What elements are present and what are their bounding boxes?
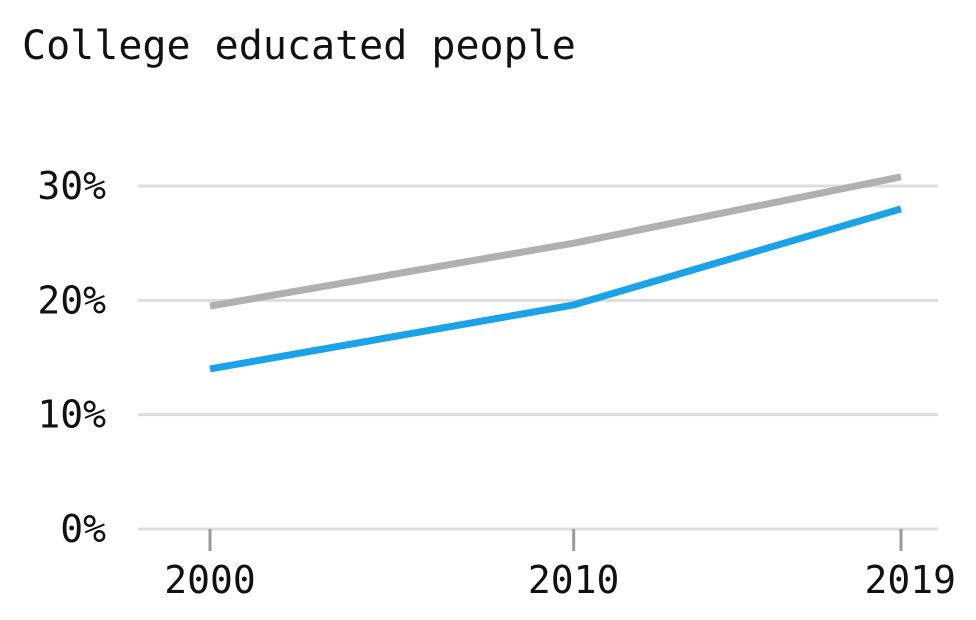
y-tick-label: 30% <box>37 164 106 208</box>
x-tick-label: 2010 <box>528 558 620 602</box>
x-axis-labels: 2000 2010 2019 <box>164 558 956 602</box>
series-lines <box>209 173 902 373</box>
x-axis-ticks <box>208 529 903 551</box>
series-line-1 <box>209 173 902 310</box>
series-line-2 <box>209 205 902 373</box>
x-tick-label: 2019 <box>864 558 956 602</box>
chart-title: College educated people <box>22 23 576 69</box>
y-tick-label: 20% <box>37 278 106 322</box>
x-tick-label: 2000 <box>164 558 256 602</box>
y-axis-labels: 0% 10% 20% 30% <box>37 164 106 551</box>
y-tick-label: 0% <box>60 507 106 551</box>
y-tick-label: 10% <box>37 393 106 437</box>
gridlines <box>138 184 938 531</box>
